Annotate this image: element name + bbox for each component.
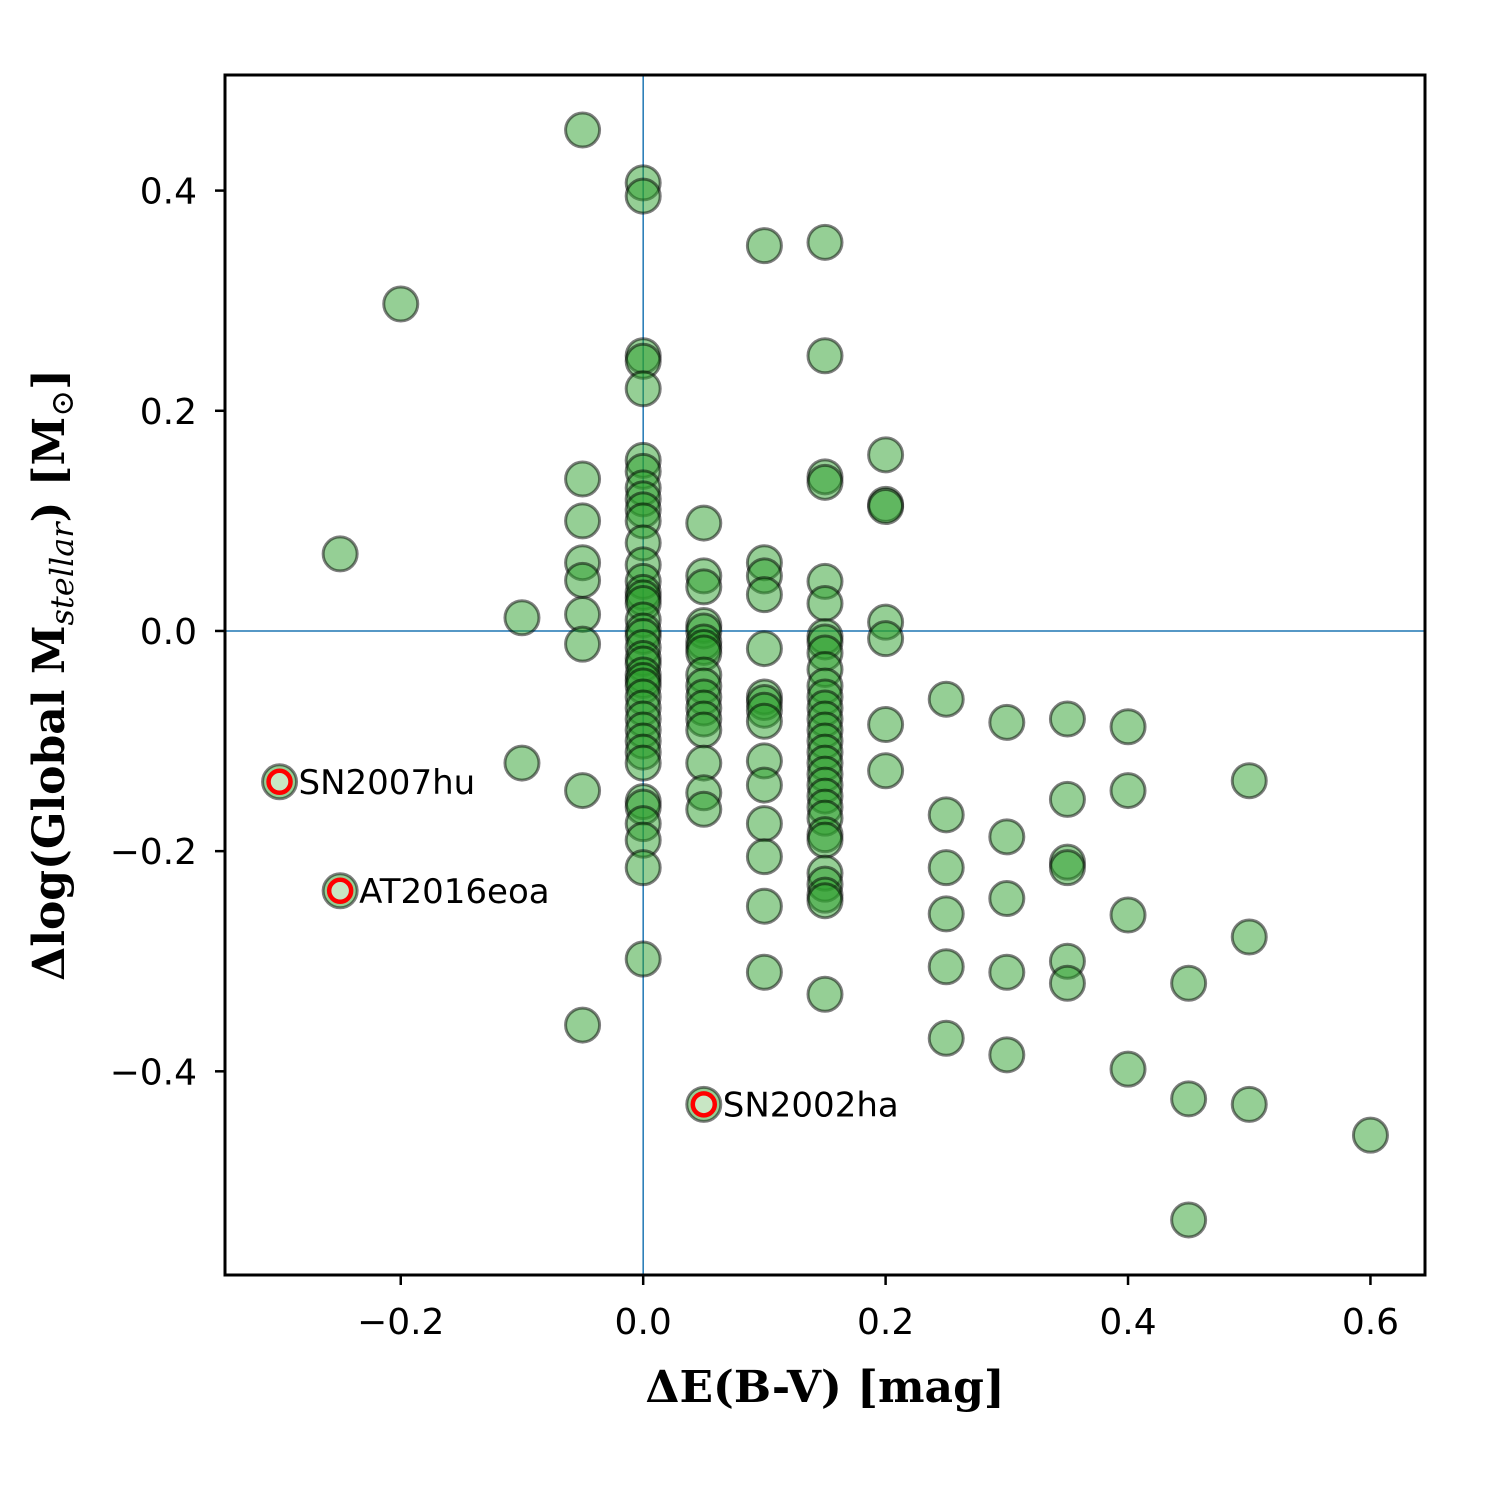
- data-point: [685, 711, 723, 749]
- data-point: [1109, 896, 1147, 934]
- data-point: [745, 630, 783, 668]
- data-point: [503, 744, 541, 782]
- highlighted-point-marker: [326, 877, 354, 905]
- data-point: [806, 882, 844, 920]
- data-point: [806, 584, 844, 622]
- annotation-label: AT2016eoa: [359, 872, 549, 912]
- y-axis-title-subscript: stellar: [43, 521, 81, 626]
- data-point: [745, 805, 783, 843]
- data-point: [624, 849, 662, 887]
- y-tick-label: −0.4: [110, 1052, 197, 1093]
- data-point: [745, 838, 783, 876]
- y-axis-title-close: ]: [24, 369, 75, 390]
- data-point: [745, 227, 783, 265]
- data-point: [927, 680, 965, 718]
- data-point: [867, 488, 905, 526]
- data-point: [927, 948, 965, 986]
- data-point: [564, 772, 602, 810]
- data-point: [745, 953, 783, 991]
- data-point: [1230, 762, 1268, 800]
- annotation-label: SN2002ha: [723, 1085, 899, 1125]
- highlighted-point-marker: [690, 1091, 718, 1118]
- data-point: [867, 620, 905, 658]
- data-point: [564, 460, 602, 498]
- x-tick-label: 0.2: [857, 1302, 914, 1343]
- data-point: [745, 887, 783, 925]
- data-point: [745, 766, 783, 804]
- data-point: [806, 975, 844, 1013]
- y-axis-title-sun-symbol: ⊙: [43, 390, 81, 417]
- x-tick-label: 0.6: [1342, 1302, 1399, 1343]
- data-point: [685, 568, 723, 606]
- data-point: [382, 285, 420, 323]
- y-tick-label: 0.4: [140, 172, 197, 213]
- data-point: [564, 111, 602, 149]
- data-point: [1170, 964, 1208, 1002]
- data-point: [806, 337, 844, 375]
- data-point: [988, 953, 1026, 991]
- data-point: [927, 849, 965, 887]
- data-point: [503, 599, 541, 637]
- data-point: [1351, 1116, 1389, 1154]
- data-point: [1170, 1080, 1208, 1118]
- annotation-label: SN2007hu: [299, 763, 476, 803]
- data-point: [1230, 918, 1268, 956]
- y-axis-title-main: Δlog(Global M: [24, 625, 75, 980]
- y-tick-label: 0.0: [140, 612, 197, 653]
- plot-frame: [223, 73, 1427, 1277]
- data-point: [685, 504, 723, 542]
- data-point: [1230, 1085, 1268, 1123]
- data-point: [564, 625, 602, 663]
- data-point: [685, 790, 723, 828]
- data-point: [1048, 849, 1086, 887]
- x-axis-ticks: −0.2 0.0 0.2 0.4 0.6: [357, 1275, 1399, 1343]
- data-point: [988, 1036, 1026, 1074]
- data-point: [988, 703, 1026, 741]
- data-point: [927, 895, 965, 933]
- x-tick-label: 0.0: [615, 1302, 672, 1343]
- data-point: [1048, 964, 1086, 1002]
- data-point: [927, 1019, 965, 1057]
- data-point: [745, 576, 783, 614]
- data-point: [867, 436, 905, 474]
- data-point: [1048, 700, 1086, 738]
- annotations: SN2007hu AT2016eoa SN2002ha: [299, 763, 899, 1126]
- data-point: [321, 535, 359, 573]
- data-point: [564, 1006, 602, 1044]
- x-axis-title: ΔE(B-V) [mag]: [645, 1362, 1004, 1413]
- data-point: [1109, 772, 1147, 810]
- data-point: [624, 940, 662, 978]
- data-point: [988, 818, 1026, 856]
- y-tick-label: −0.2: [110, 832, 197, 873]
- y-axis-ticks: −0.4 −0.2 0.0 0.2 0.4: [110, 172, 225, 1093]
- highlighted-points: [261, 763, 723, 1123]
- highlighted-point-marker: [266, 768, 293, 796]
- y-axis-title-end: ) [M: [24, 417, 75, 523]
- x-tick-label: 0.4: [1099, 1302, 1156, 1343]
- data-point: [806, 223, 844, 261]
- data-point: [564, 502, 602, 540]
- data-point: [1109, 1050, 1147, 1088]
- data-point: [745, 702, 783, 740]
- data-point: [1170, 1201, 1208, 1239]
- data-point: [624, 744, 662, 782]
- data-point: [564, 561, 602, 599]
- y-axis-title: Δlog(Global Mstellar) [M⊙]: [24, 369, 81, 981]
- data-point: [1048, 780, 1086, 818]
- data-point: [927, 796, 965, 834]
- data-point: [624, 370, 662, 408]
- data-point: [806, 821, 844, 859]
- data-point: [806, 463, 844, 501]
- data-points: [321, 111, 1389, 1239]
- data-point: [988, 879, 1026, 917]
- data-point: [867, 706, 905, 744]
- data-point: [624, 177, 662, 215]
- x-tick-label: −0.2: [357, 1302, 444, 1343]
- data-point: [1109, 708, 1147, 746]
- data-point: [867, 752, 905, 790]
- y-tick-label: 0.2: [140, 392, 197, 433]
